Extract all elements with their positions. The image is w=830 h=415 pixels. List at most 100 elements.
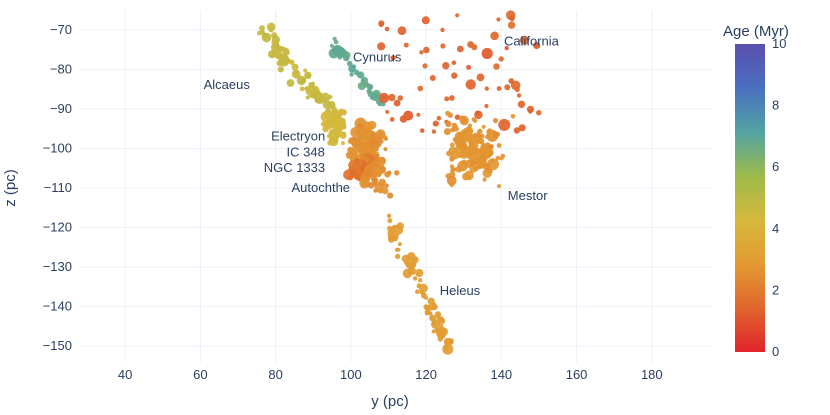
data-point [387,232,396,241]
x-tick-label: 80 [268,367,282,382]
data-point [455,13,460,18]
data-point [357,81,366,91]
data-point [412,276,418,281]
data-point [391,224,397,230]
data-point [374,154,379,159]
data-point [418,278,423,283]
data-point [367,182,375,189]
data-point [490,31,499,41]
data-point [372,166,377,171]
data-point [299,86,305,92]
y-tick-label: −110 [44,180,72,195]
cluster-label: Heleus [440,283,481,298]
data-point [483,162,491,170]
y-tick-label: −140 [43,299,72,314]
data-point [536,109,542,116]
data-point [329,43,334,48]
data-point [377,42,386,51]
data-point [445,120,452,128]
data-point [401,254,409,263]
data-point [464,170,474,181]
data-point [359,166,366,172]
data-point [440,43,446,49]
data-point [395,253,401,259]
x-axis-label: y (pc) [371,393,409,410]
colorbar: Age (Myr) 0 2 4 6 8 10 [723,23,789,359]
data-point [368,141,374,146]
data-point [504,84,511,91]
data-point [296,75,307,86]
axes: 40 60 80 100 120 140 160 180 −70 −80 −90 −100 −110 −1… [43,22,663,382]
data-point [266,22,276,32]
data-point [403,42,409,48]
x-tick-label: 100 [340,367,362,382]
data-point [438,316,444,322]
data-point [381,187,389,195]
data-point [480,141,484,145]
data-point [348,137,354,143]
data-point [371,173,376,178]
data-point [381,166,387,172]
data-point [424,304,431,311]
data-point [478,153,488,163]
data-point [516,93,522,98]
colorbar-gradient [735,44,765,352]
data-point [393,99,401,107]
data-point [498,118,511,131]
data-point [454,114,461,120]
data-point [496,143,502,148]
x-tick-label: 120 [415,367,437,382]
colorbar-tick-label: 8 [772,98,779,113]
data-point [449,164,455,169]
cluster-label: Mestor [508,188,548,203]
data-point [454,146,460,152]
data-point [340,109,347,116]
data-point [304,72,311,79]
data-point [429,75,436,81]
data-point [372,182,377,187]
data-point [496,17,501,22]
data-point [431,129,437,134]
data-point [513,127,521,134]
data-point [348,160,358,170]
y-tick-label: −70 [50,22,72,37]
data-point [448,95,455,101]
data-point [384,171,391,178]
data-point [384,26,390,32]
data-point [487,168,493,174]
colorbar-tick-label: 2 [772,282,779,297]
data-point [424,311,430,316]
x-tick-label: 60 [193,367,207,382]
data-point [436,115,442,121]
data-point [496,86,502,91]
data-point [415,289,420,295]
data-point [376,172,382,178]
data-point [388,93,396,102]
data-point [419,128,425,133]
data-point [444,96,450,102]
data-point [337,54,343,60]
colorbar-tick-label: 0 [772,344,779,359]
data-point [468,146,478,156]
data-point [498,56,504,62]
data-point [387,192,394,199]
data-point [328,95,333,99]
data-point [349,72,354,77]
data-point [504,45,509,51]
data-point [407,261,416,270]
data-point [416,112,421,117]
data-point [394,170,400,176]
data-point [509,15,515,22]
data-point [385,109,390,114]
data-point [325,107,330,112]
data-point [351,166,356,171]
data-point [315,92,322,100]
data-point [458,143,465,150]
data-point [289,59,295,65]
data-point [434,311,442,318]
data-point [470,159,477,167]
data-point [497,184,501,189]
cluster-label: Cynurus [353,49,402,64]
data-point [417,85,424,92]
data-point [361,132,371,142]
